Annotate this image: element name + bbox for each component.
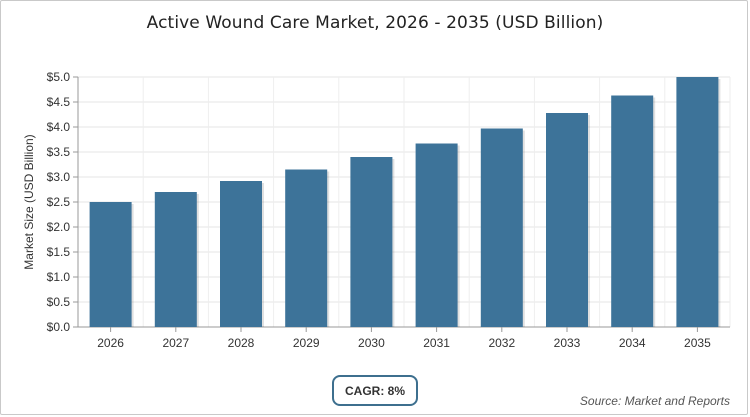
bar-2026 <box>89 202 132 327</box>
bar-2032 <box>480 128 523 327</box>
x-tick-label: 2034 <box>619 336 646 350</box>
y-tick-label: $2.0 <box>47 220 71 234</box>
bar-2034 <box>611 95 654 327</box>
x-tick-label: 2028 <box>228 336 255 350</box>
y-tick-label: $4.0 <box>47 120 71 134</box>
bar-2035 <box>676 77 719 327</box>
y-tick-label: $5.0 <box>47 70 71 84</box>
y-tick-label: $2.5 <box>47 195 71 209</box>
bar-2031 <box>415 143 458 327</box>
bar-2029 <box>285 169 328 327</box>
x-tick-label: 2027 <box>162 336 189 350</box>
x-tick-label: 2026 <box>97 336 124 350</box>
chart-title: Active Wound Care Market, 2026 - 2035 (U… <box>146 13 604 33</box>
y-tick-label: $3.5 <box>47 145 71 159</box>
cagr-badge: CAGR: 8% <box>332 375 418 406</box>
bar-2028 <box>220 181 262 327</box>
x-tick-label: 2031 <box>423 336 450 350</box>
source-note: Source: Market and Reports <box>579 394 730 408</box>
y-tick-label: $0.5 <box>47 295 71 309</box>
y-tick-label: $4.5 <box>47 95 71 109</box>
x-tick-label: 2030 <box>358 336 385 350</box>
y-tick-label: $3.0 <box>47 170 71 184</box>
y-tick-label: $1.0 <box>47 270 71 284</box>
bar-2033 <box>546 113 588 327</box>
x-tick-label: 2033 <box>554 336 581 350</box>
bar-2027 <box>154 192 197 327</box>
y-axis-label: Market Size (USD Billion) <box>22 134 36 269</box>
tick-labels: $0.0 $0.5 $1.0 $1.5 $2.0 $2.5 $3.0 $3.5 $4.0 $4.5… <box>47 70 711 350</box>
x-tick-label: 2035 <box>684 336 711 350</box>
y-tick-label: $1.5 <box>47 245 71 259</box>
bars <box>89 77 721 327</box>
x-tick-label: 2029 <box>293 336 320 350</box>
bar-2030 <box>350 157 393 327</box>
x-tick-label: 2032 <box>488 336 515 350</box>
y-tick-label: $0.0 <box>47 320 71 334</box>
